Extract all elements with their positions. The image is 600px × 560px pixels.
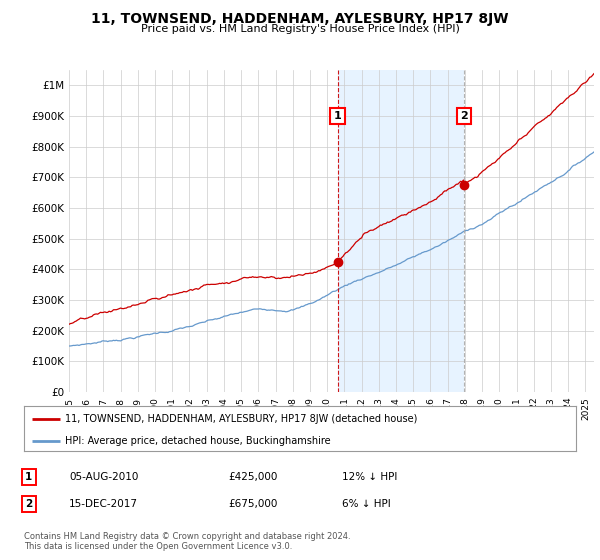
Text: HPI: Average price, detached house, Buckinghamshire: HPI: Average price, detached house, Buck…: [65, 436, 331, 446]
Text: £675,000: £675,000: [228, 499, 277, 509]
Text: 15-DEC-2017: 15-DEC-2017: [69, 499, 138, 509]
Text: 05-AUG-2010: 05-AUG-2010: [69, 472, 139, 482]
Text: 11, TOWNSEND, HADDENHAM, AYLESBURY, HP17 8JW: 11, TOWNSEND, HADDENHAM, AYLESBURY, HP17…: [91, 12, 509, 26]
Text: 2: 2: [460, 111, 468, 121]
Bar: [338, 70, 464, 392]
Text: 11, TOWNSEND, HADDENHAM, AYLESBURY, HP17 8JW (detached house): 11, TOWNSEND, HADDENHAM, AYLESBURY, HP17…: [65, 413, 418, 423]
Text: 12% ↓ HPI: 12% ↓ HPI: [342, 472, 397, 482]
Text: 6% ↓ HPI: 6% ↓ HPI: [342, 499, 391, 509]
Text: £425,000: £425,000: [228, 472, 277, 482]
Text: 2: 2: [25, 499, 32, 509]
Text: 1: 1: [25, 472, 32, 482]
Text: Price paid vs. HM Land Registry's House Price Index (HPI): Price paid vs. HM Land Registry's House …: [140, 24, 460, 34]
Text: 1: 1: [334, 111, 341, 121]
Text: Contains HM Land Registry data © Crown copyright and database right 2024.
This d: Contains HM Land Registry data © Crown c…: [24, 532, 350, 552]
